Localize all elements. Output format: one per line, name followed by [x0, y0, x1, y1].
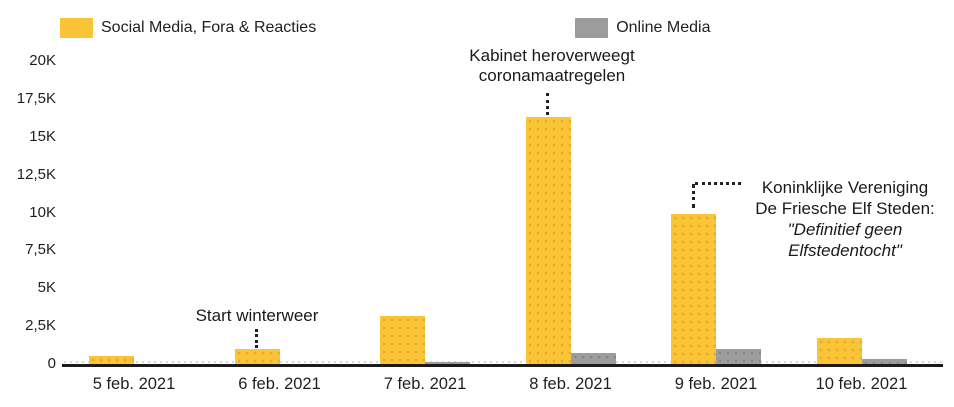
bar-social-media-fora-reacties-10-feb-2021[interactable] — [816, 338, 862, 364]
annotation-connector-elfsteden-dots-horizontal — [695, 182, 741, 185]
legend-label-online-media: Online Media — [616, 19, 711, 36]
y-axis-label-5k: 5K — [37, 279, 56, 297]
y-axis-label-10k: 10K — [29, 203, 56, 221]
annotation-elfstedentocht-line-2: De Friesche Elf Steden: — [755, 199, 935, 218]
legend-label-social-media: Social Media, Fora & Reacties — [101, 19, 317, 36]
bar-online-media-10-feb-2021[interactable] — [861, 359, 907, 364]
y-axis-label-20k: 20K — [29, 52, 56, 69]
legend-swatch-online-media-icon — [575, 18, 609, 38]
x-axis-label-8-feb-2021: 8 feb. 2021 — [529, 375, 612, 393]
annotation-elfstedentocht-line-4: Elfstedentocht" — [788, 241, 902, 260]
annotation-elfstedentocht-line-3: "Definitief geen — [787, 220, 903, 239]
y-axis-label-0: 0 — [47, 355, 56, 372]
legend-item-social-media[interactable]: Social Media, Fora & Reacties — [60, 18, 316, 38]
chart-legend: Social Media, Fora & Reacties Online Med… — [60, 18, 710, 38]
annotation-elfstedentocht-line-1: Koninklijke Vereniging — [761, 178, 929, 197]
baseline-dotted-texture — [62, 360, 943, 364]
annotation-connector-kabinet-dots — [546, 93, 549, 115]
x-axis-label-9-feb-2021: 9 feb. 2021 — [674, 375, 758, 393]
legend-item-online-media[interactable]: Online Media — [575, 18, 710, 38]
annotation-elfstedentocht: Koninklijke Vereniging De Friesche Elf S… — [733, 177, 954, 261]
annotation-kabinet-heroverweegt: Kabinet heroverweegt coronamaatregelen — [469, 46, 635, 85]
x-axis-line — [62, 364, 943, 367]
y-axis-label-12-5k: 12,5K — [16, 165, 56, 183]
bar-social-media-fora-reacties-5-feb-2021[interactable] — [89, 356, 134, 364]
bar-social-media-fora-reacties-9-feb-2021[interactable] — [671, 214, 716, 364]
y-axis-label-7-5k: 7,5K — [25, 241, 56, 259]
y-axis-label-17-5k: 17,5K — [16, 89, 56, 107]
bar-online-media-8-feb-2021[interactable] — [570, 353, 616, 364]
x-axis-label-7-feb-2021: 7 feb. 2021 — [383, 375, 467, 393]
x-axis-label-10-feb-2021: 10 feb. 2021 — [815, 375, 908, 393]
legend-swatch-social-media-icon — [60, 18, 93, 38]
bar-social-media-fora-reacties-7-feb-2021[interactable] — [380, 315, 425, 364]
annotation-connector-winterweer-dots — [255, 329, 258, 348]
x-axis-label-6-feb-2021: 6 feb. 2021 — [238, 375, 321, 393]
x-axis-label-5-feb-2021: 5 feb. 2021 — [92, 375, 176, 393]
bar-online-media-7-feb-2021[interactable] — [425, 361, 470, 364]
y-axis-label-2-5k: 2,5K — [25, 317, 56, 335]
annotation-connector-elfsteden-dots-vertical — [692, 184, 695, 208]
annotation-start-winterweer: Start winterweer — [195, 306, 319, 325]
bar-online-media-9-feb-2021[interactable] — [716, 348, 761, 364]
bar-social-media-fora-reacties-8-feb-2021[interactable] — [525, 117, 571, 364]
y-axis-label-15k: 15K — [29, 127, 56, 145]
bar-social-media-fora-reacties-6-feb-2021[interactable] — [234, 348, 280, 364]
